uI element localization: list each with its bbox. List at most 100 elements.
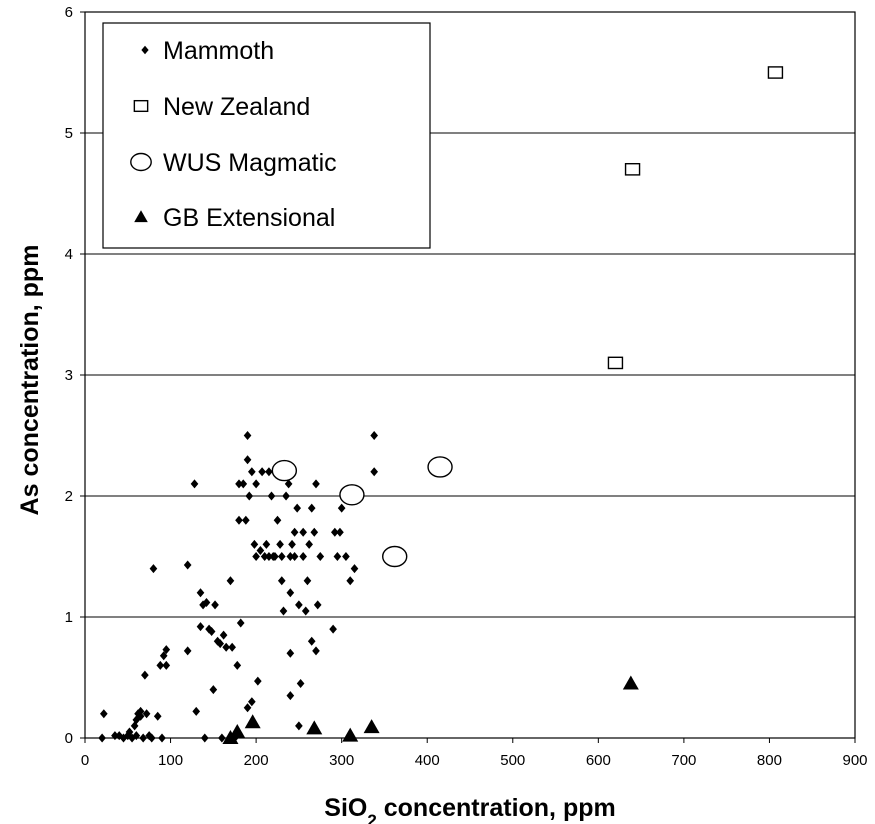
mammoth-point-77 [282,491,290,501]
mammoth-point-31 [196,622,205,632]
mammoth-point-1 [98,733,106,743]
mammoth-point-58 [248,697,256,707]
y-tick-label-6: 6 [65,4,73,21]
mammoth-point-109 [350,564,359,574]
mammoth-point-43 [222,642,230,652]
mammoth-point-12 [136,711,145,721]
x-tick-label-7: 700 [671,752,696,769]
wus-magmatic-point-1 [339,484,365,506]
mammoth-point-0 [99,709,108,719]
new-zealand-point-1 [624,162,641,176]
mammoth-point-30 [196,588,205,598]
mammoth-point-73 [276,539,284,549]
x-tick-label-4: 400 [415,752,440,769]
legend-marker-wus-magmatic [130,152,152,172]
mammoth-point-86 [293,503,302,513]
mammoth-point-61 [252,552,260,561]
x-tick-label-1: 100 [158,752,183,769]
mammoth-point-24 [162,660,171,670]
mammoth-point-74 [277,576,286,586]
x-tick-label-3: 300 [329,752,354,769]
mammoth-point-51 [239,479,248,489]
y-tick-label-0: 0 [65,730,73,747]
mammoth-point-14 [139,733,148,743]
mammoth-point-8 [130,721,139,731]
mammoth-point-21 [156,660,165,670]
mammoth-point-98 [312,479,320,489]
mammoth-point-94 [305,539,313,549]
mammoth-point-34 [202,597,211,607]
mammoth-point-96 [307,503,316,513]
mammoth-point-110 [370,431,379,440]
x-tick-label-5: 500 [500,752,525,769]
y-tick-label-4: 4 [65,246,73,263]
mammoth-point-50 [236,618,245,628]
mammoth-point-42 [219,630,228,640]
mammoth-point-105 [336,527,344,537]
mammoth-point-49 [235,479,243,489]
mammoth-point-79 [286,552,295,561]
new-zealand-point-0 [607,356,624,370]
x-axis: 0 100 200 300 400 500 600 700 800 900 [81,738,868,769]
mammoth-point-48 [235,515,243,525]
mammoth-point-3 [115,731,124,741]
legend-label-wus-magmatic: WUS Magmatic [163,149,337,177]
y-axis-title: As concentration, ppm [16,245,44,516]
mammoth-point-28 [190,479,199,489]
mammoth-point-6 [125,727,134,737]
mammoth-point-56 [245,491,254,501]
mammoth-point-106 [337,503,346,513]
mammoth-point-33 [200,733,209,743]
mammoth-point-40 [216,639,225,649]
mammoth-point-68 [265,552,273,561]
mammoth-point-107 [342,552,350,561]
legend-marker-gb-extensional [134,210,148,223]
mammoth-point-104 [333,552,342,561]
gb-extensional-point-3 [306,720,323,735]
mammoth-point-55 [243,703,252,713]
mammoth-point-80 [286,588,295,598]
gb-extensional-point-4 [342,727,359,742]
x-tick-label-0: 0 [81,752,89,769]
legend-label-mammoth: Mammoth [163,37,274,65]
legend-marker-mammoth [141,45,149,55]
x-tick-label-6: 600 [586,752,611,769]
y-axis: 0 1 2 3 4 5 6 [65,4,85,747]
mammoth-point-19 [149,564,158,574]
mammoth-point-87 [295,721,303,731]
mammoth-point-89 [296,679,305,689]
x-axis-title: SiO2 concentration, ppm [324,794,615,824]
mammoth-point-91 [299,552,307,561]
legend-label-new-zealand: New Zealand [163,93,310,121]
mammoth-point-44 [226,576,235,586]
gb-extensional-point-6 [622,675,639,690]
mammoth-point-102 [329,624,337,634]
mammoth-point-60 [252,479,260,489]
mammoth-point-92 [301,606,310,616]
mammoth-point-53 [243,431,252,440]
mammoth-point-97 [310,527,319,537]
mammoth-point-23 [159,651,168,661]
mammoth-point-78 [284,479,293,489]
mammoth-point-63 [256,545,265,555]
y-tick-label-5: 5 [65,125,73,142]
mammoth-point-52 [242,515,250,525]
mammoth-point-93 [303,576,312,586]
mammoth-point-103 [330,527,339,537]
mammoth-point-25 [162,645,171,655]
new-zealand-point-2 [767,66,784,79]
y-tick-label-3: 3 [65,367,73,384]
gb-extensional-point-2 [244,714,261,729]
mammoth-point-64 [258,467,266,477]
x-tick-label-2: 200 [244,752,269,769]
mammoth-point-67 [265,467,273,477]
mammoth-point-36 [207,627,216,637]
mammoth-point-39 [213,636,222,646]
mammoth-point-62 [253,676,262,686]
y-tick-label-1: 1 [65,609,73,626]
mammoth-point-99 [312,646,320,656]
gb-extensional-point-5 [363,719,380,734]
wus-magmatic-point-2 [382,545,408,568]
mammoth-point-41 [218,733,226,743]
